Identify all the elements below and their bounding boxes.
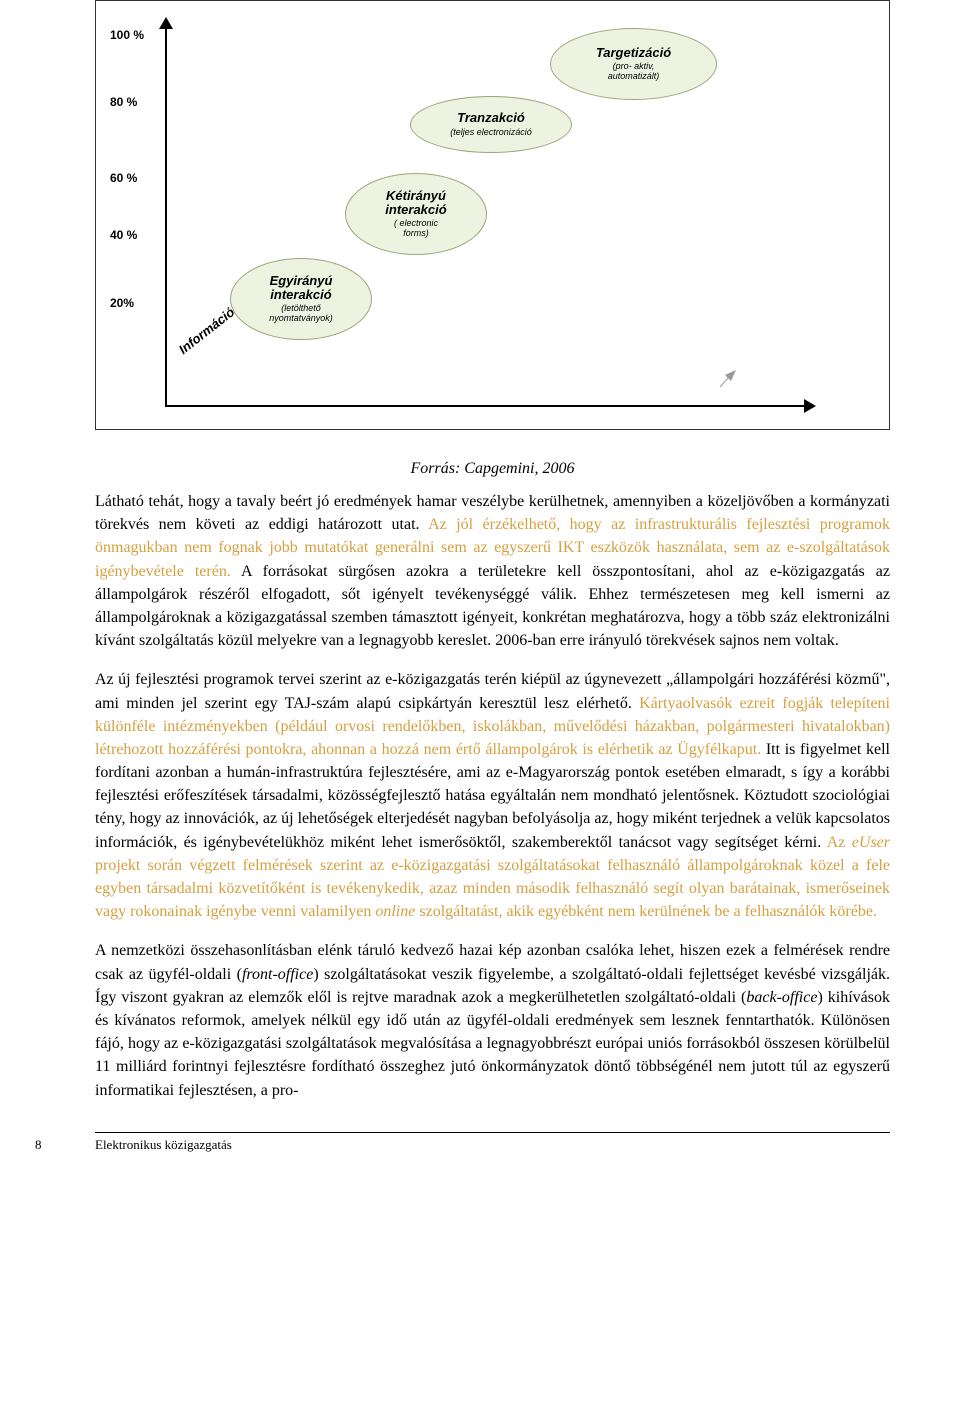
bubble-targ-title: Targetizáció <box>596 46 671 60</box>
x-axis <box>165 405 805 407</box>
bubble-tran: Tranzakció (teljes electronizáció <box>410 96 572 153</box>
info-label: Információ <box>176 304 238 357</box>
page-footer: 8 Elektronikus közigazgatás <box>95 1132 890 1153</box>
bubble-keti: Kétirányúinterakció ( electronicforms) <box>345 173 487 255</box>
paragraph-1: Látható tehát, hogy a tavaly beért jó er… <box>95 490 890 652</box>
chart-area: 100 % 80 % 60 % 40 % 20% Információ Egyi… <box>110 13 875 417</box>
y-label-80: 80 % <box>110 95 137 109</box>
paragraph-3: A nemzetközi összehasonlításban elénk tá… <box>95 939 890 1101</box>
bubble-keti-sub: ( electronicforms) <box>394 219 438 239</box>
footer-text: Elektronikus közigazgatás <box>95 1137 232 1153</box>
bubble-keti-title: Kétirányúinterakció <box>385 189 446 218</box>
p3-front-office: front-office <box>242 966 313 983</box>
y-axis <box>165 27 167 407</box>
x-axis-arrow <box>804 399 816 413</box>
y-label-100: 100 % <box>110 28 144 42</box>
chart-source: Forrás: Capgemini, 2006 <box>95 460 890 478</box>
bubble-targ: Targetizáció (pro- aktiv,automatizált) <box>550 28 717 100</box>
paragraph-2: Az új fejlesztési programok tervei szeri… <box>95 668 890 923</box>
y-label-40: 40 % <box>110 228 137 242</box>
y-axis-arrow <box>159 17 173 29</box>
bubble-egyi-sub: (letölthetőnyomtatványok) <box>269 304 333 324</box>
y-label-60: 60 % <box>110 171 137 185</box>
chart-container: 100 % 80 % 60 % 40 % 20% Információ Egyi… <box>95 0 890 430</box>
bubble-egyi-title: Egyirányúinterakció <box>270 274 333 303</box>
bubble-egyi: Egyirányúinterakció (letölthetőnyomtatvá… <box>230 258 372 340</box>
page-number: 8 <box>35 1137 42 1153</box>
bubble-targ-sub: (pro- aktiv,automatizált) <box>608 62 660 82</box>
bubble-tran-sub: (teljes electronizáció <box>450 128 532 138</box>
p3-back-office: back-office <box>746 989 817 1006</box>
y-label-20: 20% <box>110 296 134 310</box>
bubble-tran-title: Tranzakció <box>457 111 525 125</box>
